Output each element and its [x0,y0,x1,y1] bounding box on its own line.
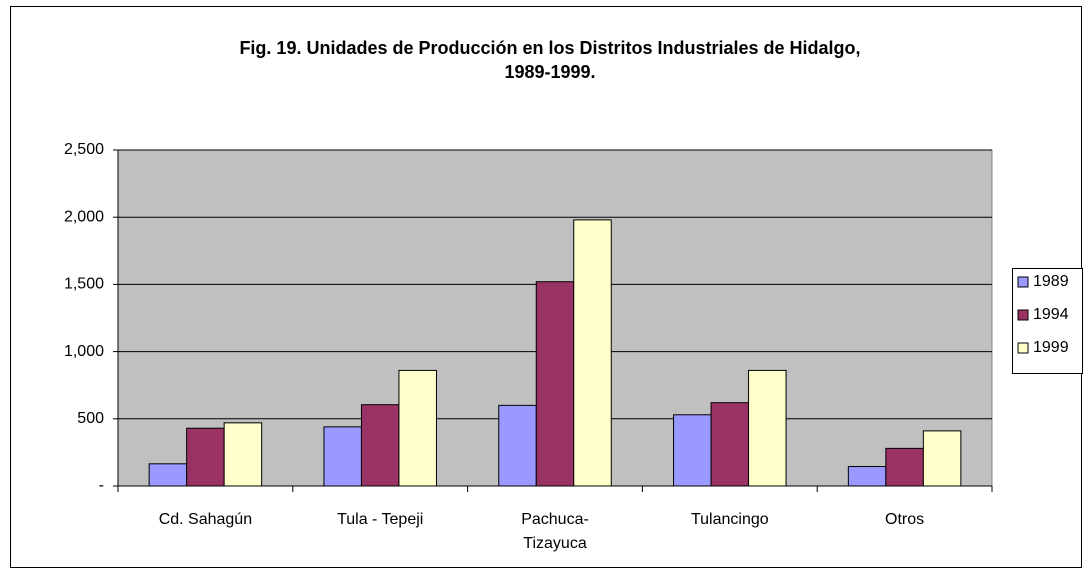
x-tick-label: Tulancingo [691,511,769,528]
bar [673,414,712,487]
x-tick-label: Pachuca-Tizayuca [521,511,589,552]
x-tick-label: Otros [885,511,924,528]
y-tick-label: - [99,477,104,494]
bar [186,427,225,487]
y-tick-label: 1,500 [64,276,104,293]
legend-swatch [1017,276,1029,288]
bar [847,466,887,487]
bar [710,402,750,487]
y-tick-label: 1,000 [64,343,104,360]
x-tick-label: Cd. Sahagún [159,511,252,528]
legend-swatch [1017,342,1029,354]
legend-label: 1989 [1033,273,1069,290]
chart-title: Fig. 19. Unidades de Producción en los D… [239,38,860,82]
bar [498,404,537,487]
bar [360,404,400,487]
legend-swatch [1017,309,1029,321]
x-tick-label: Tula - Tepeji [337,511,423,528]
bar [885,447,924,487]
bar [398,369,437,487]
bar [535,281,575,487]
bar [223,422,263,487]
bar [922,430,962,487]
legend-label: 1994 [1033,306,1069,323]
y-tick-label: 2,500 [64,141,104,158]
legend-label: 1999 [1033,339,1069,356]
y-tick-label: 2,000 [64,208,104,225]
bar [573,219,612,487]
y-tick-label: 500 [77,410,104,427]
bar [323,426,362,487]
bar [748,369,787,487]
bar [148,463,188,487]
